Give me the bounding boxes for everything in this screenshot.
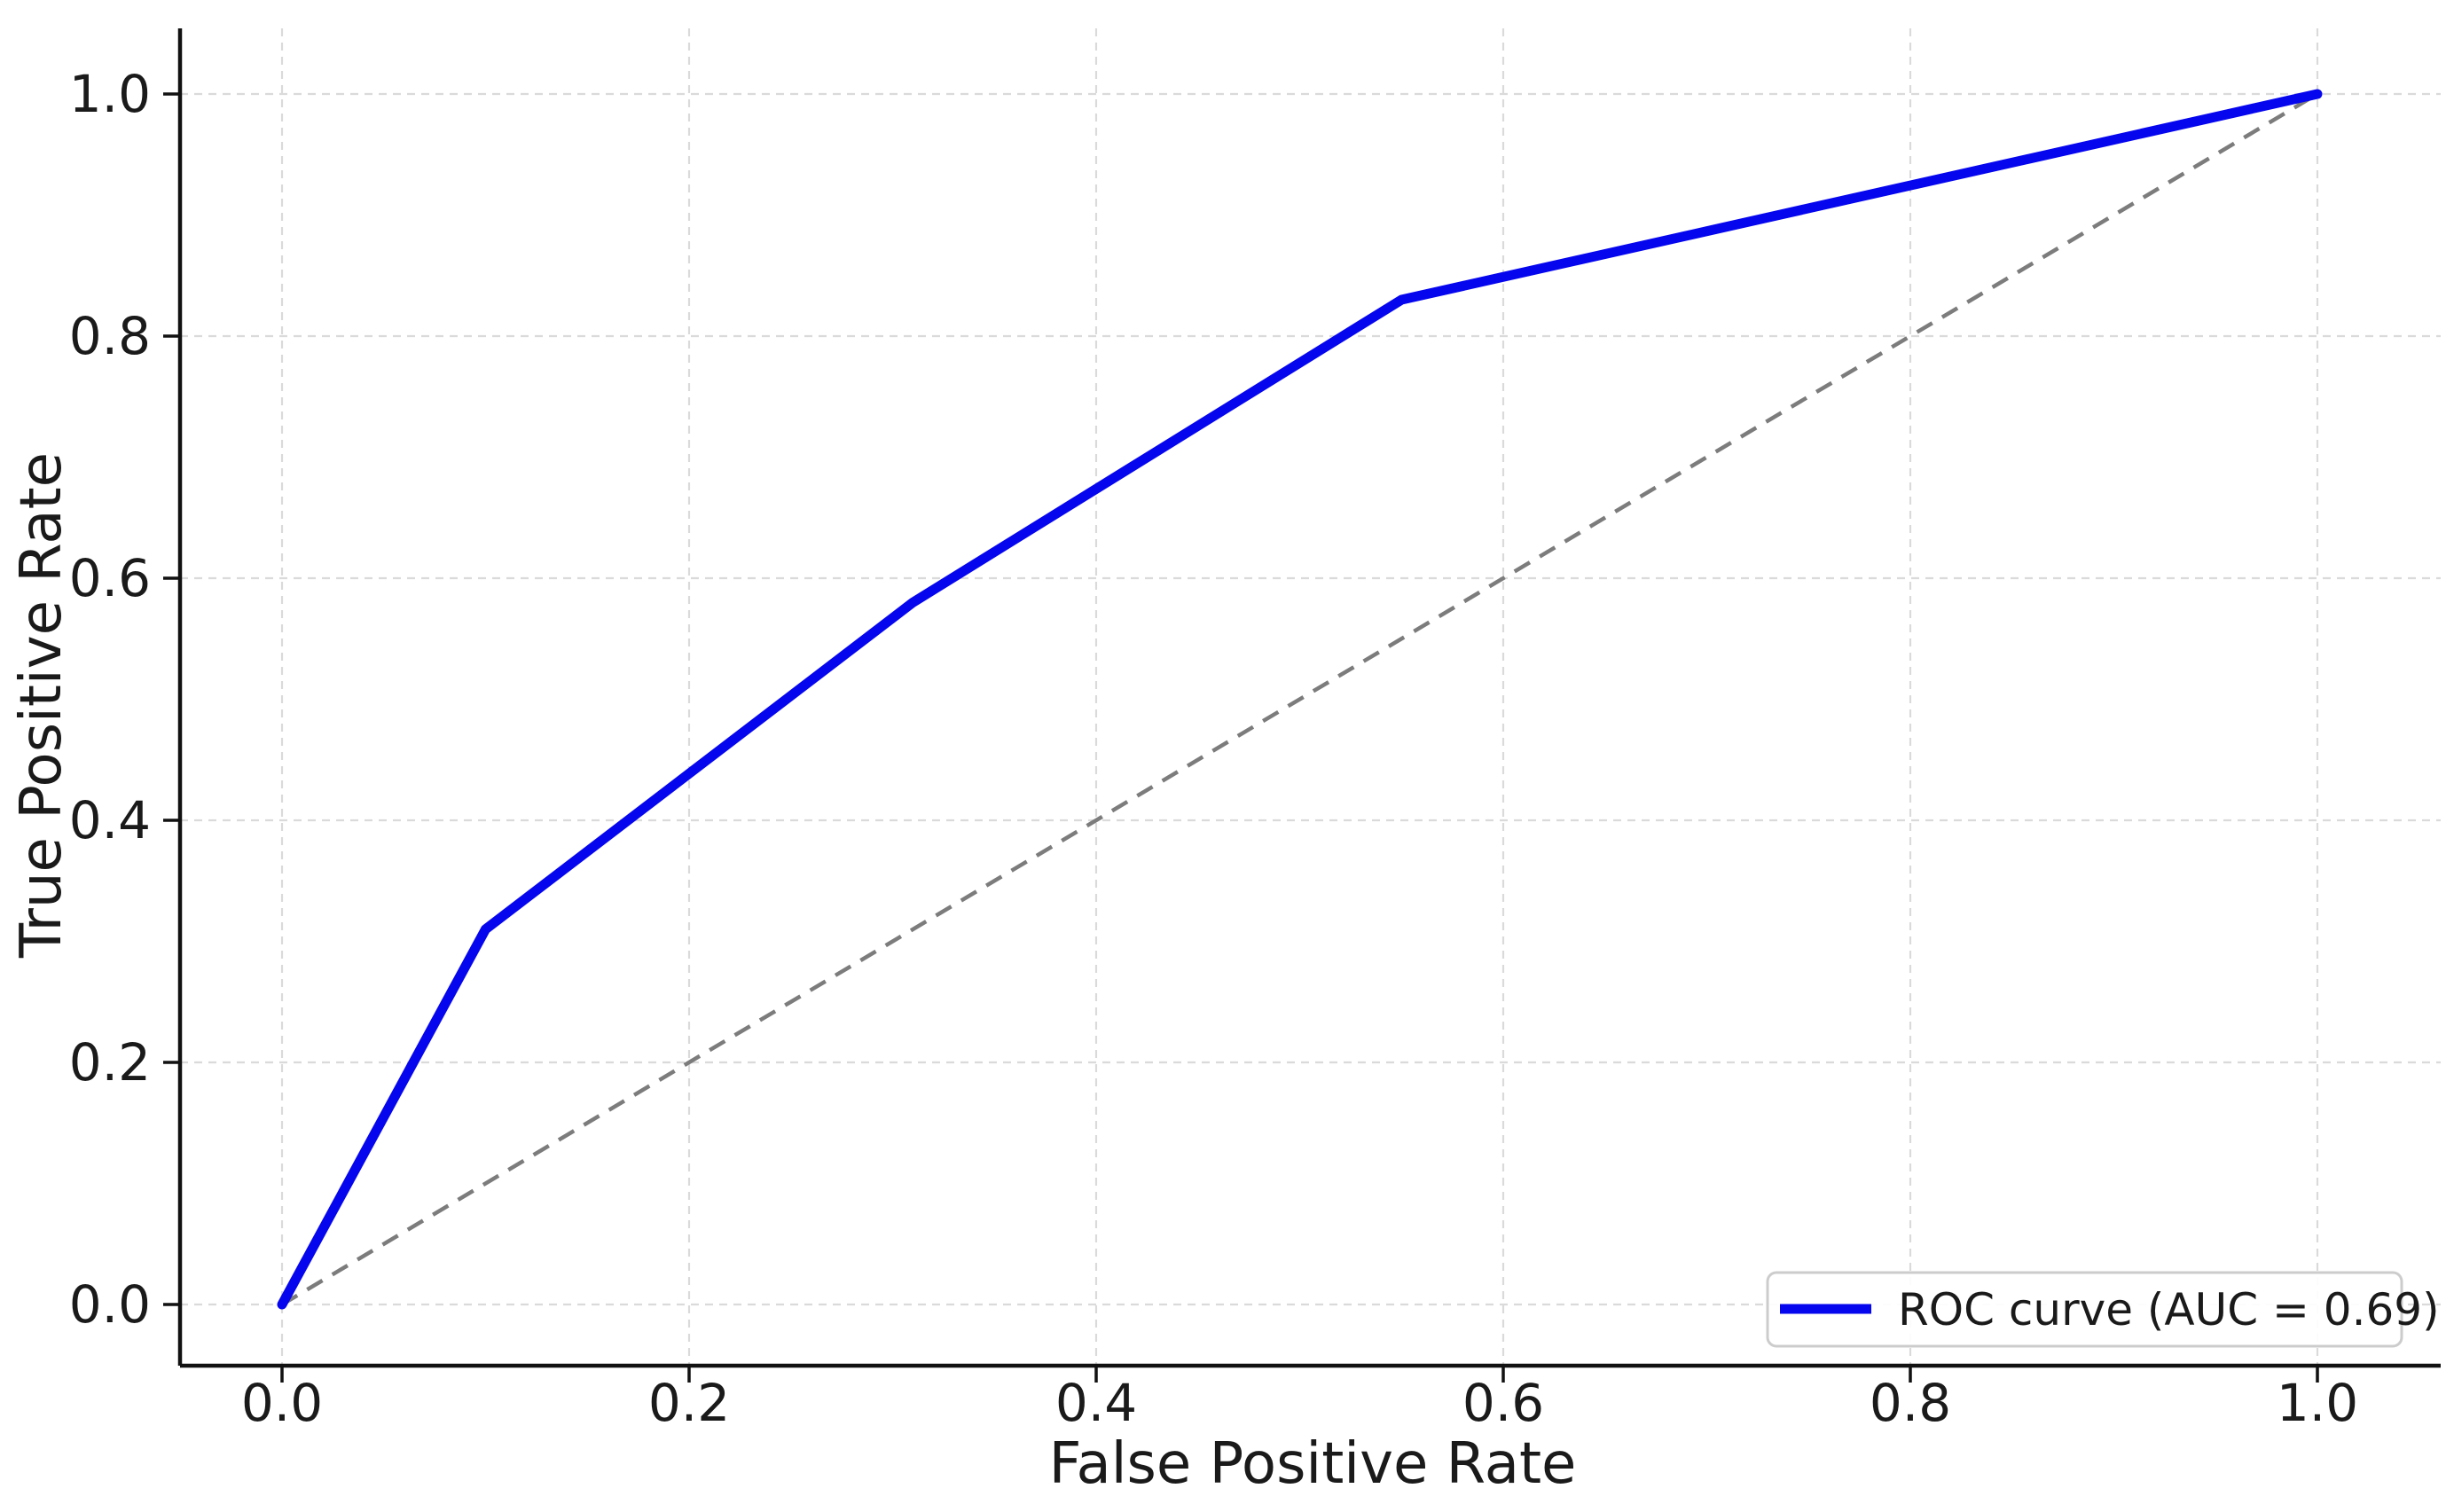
x-tick-label: 1.0 <box>2277 1373 2358 1433</box>
legend-box <box>1766 1271 2403 1348</box>
y-tick-labels: 0.0 0.2 0.4 0.6 0.8 1.0 <box>69 64 151 1335</box>
y-gridlines <box>180 92 2441 1306</box>
x-tick-labels: 0.0 0.2 0.4 0.6 0.8 1.0 <box>241 1373 2358 1433</box>
y-ticks <box>163 92 180 1306</box>
chance-diagonal-line <box>280 92 2319 1306</box>
y-tick-label: 0.6 <box>69 548 151 608</box>
x-tick-label: 0.0 <box>241 1373 323 1433</box>
y-tick-label: 0.4 <box>69 790 151 850</box>
legend-entry-label: ROC curve (AUC = 0.69) <box>1898 1284 2440 1336</box>
x-tick-label: 0.2 <box>648 1373 730 1433</box>
y-tick-label: 0.2 <box>69 1032 151 1093</box>
roc-curve-line <box>277 89 2323 1310</box>
y-axis-label: True Positive Rate <box>9 452 74 959</box>
x-gridlines <box>280 28 2319 1366</box>
x-ticks <box>280 1366 2319 1383</box>
y-tick-label: 0.8 <box>69 306 151 366</box>
x-axis-label: False Positive Rate <box>1049 1431 1577 1497</box>
x-tick-label: 0.8 <box>1870 1373 1951 1433</box>
x-tick-label: 0.4 <box>1055 1373 1137 1433</box>
legend: ROC curve (AUC = 0.69) <box>1766 1271 2440 1348</box>
x-tick-label: 0.6 <box>1462 1373 1544 1433</box>
y-tick-label: 1.0 <box>69 64 151 124</box>
y-tick-label: 0.0 <box>69 1274 151 1335</box>
